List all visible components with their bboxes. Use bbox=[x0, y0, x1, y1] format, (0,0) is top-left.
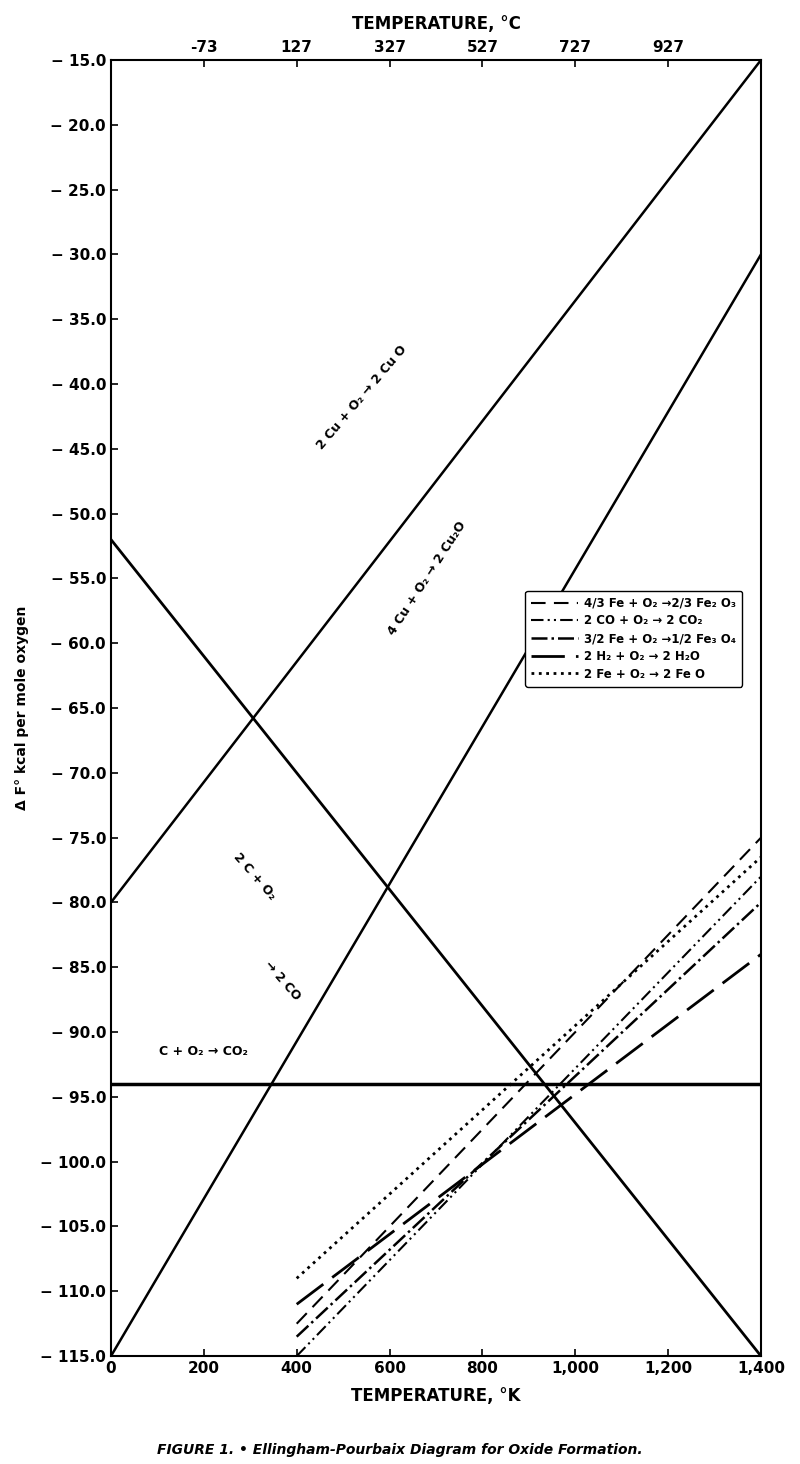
Text: 2 Cu + O₂ → 2 Cu O: 2 Cu + O₂ → 2 Cu O bbox=[314, 343, 410, 451]
Text: C + O₂ → CO₂: C + O₂ → CO₂ bbox=[159, 1045, 248, 1058]
Text: → 2 CO: → 2 CO bbox=[262, 957, 303, 1003]
Text: 4 Cu + O₂ → 2 Cu₂O: 4 Cu + O₂ → 2 Cu₂O bbox=[385, 520, 468, 638]
Legend: 4/3 Fe + O₂ →2/3 Fe₂ O₃, 2 CO + O₂ → 2 CO₂, 3/2 Fe + O₂ →1/2 Fe₃ O₄, 2 H₂ + O₂ →: 4/3 Fe + O₂ →2/3 Fe₂ O₃, 2 CO + O₂ → 2 C… bbox=[525, 591, 742, 687]
X-axis label: TEMPERATURE, °C: TEMPERATURE, °C bbox=[351, 15, 521, 34]
Y-axis label: Δ F° kcal per mole oxygen: Δ F° kcal per mole oxygen bbox=[15, 606, 29, 810]
Text: FIGURE 1. • Ellingham-Pourbaix Diagram for Oxide Formation.: FIGURE 1. • Ellingham-Pourbaix Diagram f… bbox=[157, 1442, 643, 1457]
X-axis label: TEMPERATURE, °K: TEMPERATURE, °K bbox=[351, 1386, 521, 1405]
Text: 2 C + O₂: 2 C + O₂ bbox=[231, 851, 278, 902]
